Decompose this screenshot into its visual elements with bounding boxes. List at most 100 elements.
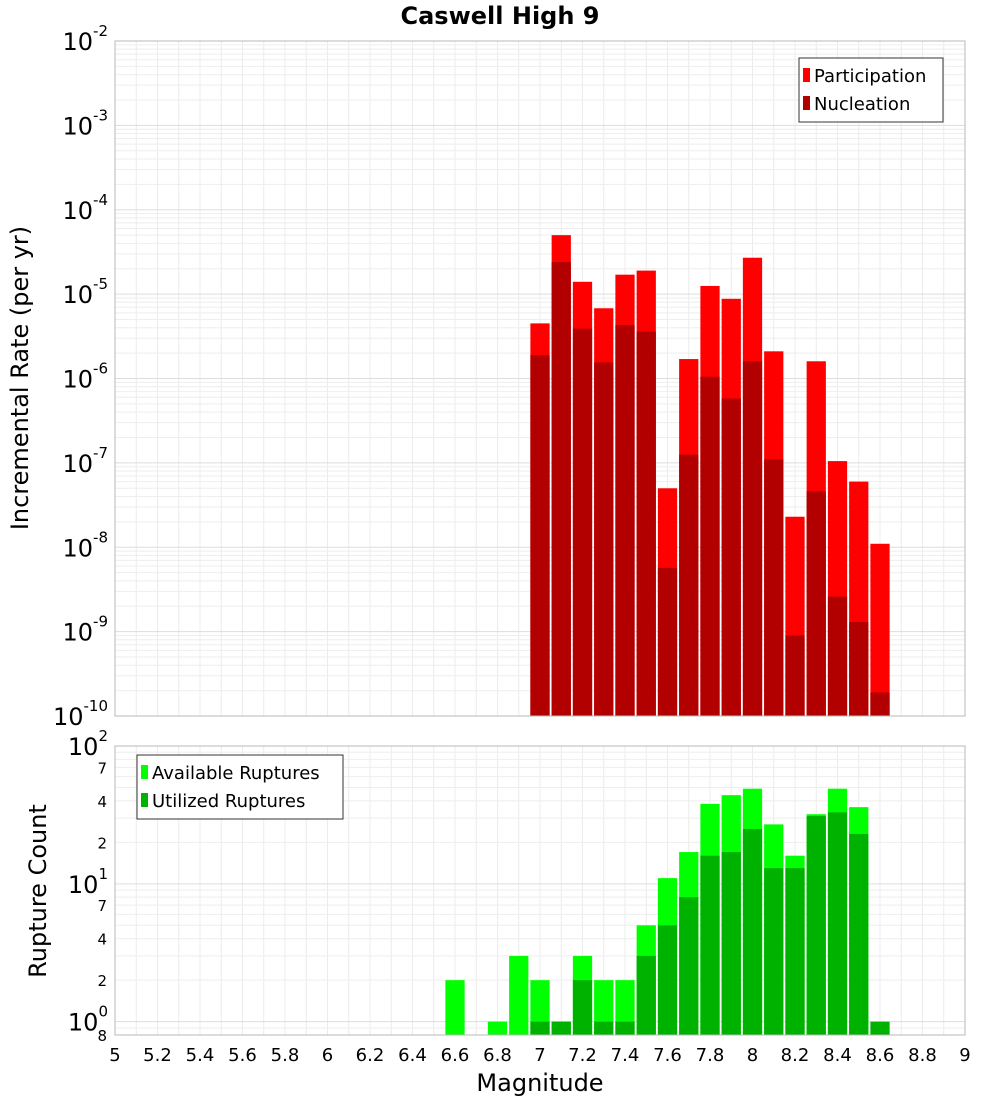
x-tick-label: 6 [322, 1045, 333, 1066]
top-legend-swatch [803, 68, 810, 82]
bottom-y-minor-label: 4 [97, 931, 107, 949]
top-bar-nucleation [551, 262, 571, 716]
top-y-tick-label: 10-10 [53, 697, 108, 731]
top-bar-nucleation [530, 354, 550, 716]
bottom-y-minor-label: 2 [97, 834, 107, 852]
x-tick-label: 5.2 [143, 1045, 172, 1066]
top-bar-nucleation [572, 328, 593, 716]
top-bar-participation [870, 543, 890, 716]
bottom-bar-utilized-ruptures [657, 925, 678, 1035]
top-legend-label: Participation [814, 66, 926, 87]
x-tick-label: 6.6 [441, 1045, 470, 1066]
bottom-legend-label: Utilized Ruptures [152, 791, 305, 812]
bottom-y-axis-label: Rupture Count [24, 804, 52, 978]
bottom-y-tick-label: 100 [68, 1003, 108, 1037]
bottom-legend-swatch [141, 765, 148, 779]
bottom-plot: 100 101 102 8 2 4 7 2 4 7 5 5.2 5.4 5.6 5.8 6 6.2 6.4 6.6 6… [68, 727, 971, 1066]
bottom-bar-utilized-ruptures [742, 828, 763, 1035]
x-tick-label: 5.8 [271, 1045, 300, 1066]
top-legend-swatch [803, 96, 810, 110]
top-y-tick-label: 10-4 [62, 191, 108, 225]
bottom-bar-utilized-ruptures [615, 1021, 635, 1035]
bottom-bar-available-ruptures [487, 1021, 508, 1035]
x-tick-label: 6.2 [356, 1045, 385, 1066]
bottom-bar-available-ruptures [509, 955, 529, 1035]
top-bar-nucleation [594, 362, 614, 716]
x-tick-label: 9 [959, 1045, 970, 1066]
bottom-bar-utilized-ruptures [849, 833, 869, 1035]
bottom-legend-label: Available Ruptures [152, 763, 320, 784]
top-bar-nucleation [870, 692, 890, 716]
bottom-bar-utilized-ruptures [700, 855, 720, 1035]
x-tick-label: 8 [747, 1045, 758, 1066]
top-legend: Participation Nucleation [798, 57, 944, 123]
bottom-bar-available-ruptures [615, 980, 635, 1035]
x-tick-label: 7.6 [653, 1045, 682, 1066]
x-tick-label: 8.8 [908, 1045, 937, 1066]
bottom-y-minor-label: 7 [97, 897, 107, 915]
x-tick-label: 6.8 [483, 1045, 512, 1066]
bottom-y-minor-label: 7 [97, 759, 107, 777]
bottom-y-tick-label: 102 [68, 727, 108, 761]
bottom-bar-utilized-ruptures [870, 1021, 890, 1035]
x-tick-label: 8.4 [823, 1045, 852, 1066]
top-bar-nucleation [721, 398, 741, 716]
top-bar-nucleation [764, 459, 784, 716]
bottom-bar-utilized-ruptures [636, 955, 656, 1035]
top-bar-nucleation [657, 567, 678, 716]
bottom-legend: Available Ruptures Utilized Ruptures [136, 754, 344, 820]
bottom-bar-utilized-ruptures [594, 1021, 614, 1035]
top-y-tick-label: 10-6 [62, 360, 108, 394]
bottom-plot-frame [114, 745, 966, 1036]
top-y-tick-label: 10-9 [62, 613, 108, 647]
bottom-y-minor-label: 2 [97, 972, 107, 990]
top-legend-label: Nucleation [814, 94, 910, 115]
top-bar-nucleation [636, 331, 656, 716]
x-tick-label: 8.6 [866, 1045, 895, 1066]
bottom-bar-available-ruptures [445, 980, 465, 1035]
bottom-y-minor-label: 4 [97, 793, 107, 811]
chart-title: Caswell High 9 [401, 2, 600, 30]
top-bar-nucleation [700, 376, 720, 716]
top-y-axis-label: Incremental Rate (per yr) [6, 226, 34, 530]
bottom-bar-utilized-ruptures [827, 812, 848, 1035]
x-tick-label: 5 [109, 1045, 120, 1066]
top-bar-nucleation [679, 454, 699, 716]
bottom-bar-utilized-ruptures [572, 980, 593, 1035]
bottom-bar-available-ruptures [594, 980, 614, 1035]
x-tick-label: 7 [534, 1045, 545, 1066]
bottom-bar-utilized-ruptures [679, 897, 699, 1035]
top-legend-box [798, 57, 944, 123]
x-tick-label: 5.4 [186, 1045, 215, 1066]
x-axis-label: Magnitude [476, 1069, 603, 1097]
top-y-tick-label: 10-5 [62, 275, 108, 309]
bottom-y-tick-label: 101 [68, 865, 108, 899]
top-bar-nucleation [785, 635, 805, 716]
top-y-tick-label: 10-8 [62, 528, 108, 562]
x-tick-label: 7.8 [696, 1045, 725, 1066]
bottom-legend-swatch [141, 793, 148, 807]
bottom-bar-available-ruptures [530, 980, 550, 1035]
top-y-tick-label: 10-2 [62, 22, 108, 56]
bottom-bar-utilized-ruptures [551, 1021, 571, 1035]
top-y-tick-label: 10-3 [62, 106, 108, 140]
top-bar-nucleation [849, 622, 869, 716]
bottom-legend-box [136, 754, 344, 820]
top-bar-nucleation [742, 361, 763, 716]
top-bar-nucleation [827, 596, 848, 716]
top-plot-frame [114, 40, 966, 717]
x-tick-label: 7.2 [568, 1045, 597, 1066]
bottom-bar-utilized-ruptures [764, 868, 784, 1035]
x-tick-label: 7.4 [611, 1045, 640, 1066]
top-plot: 10-10 10-9 10-8 10-7 10-6 10-5 10-4 10-3 10-2 Par… [53, 22, 966, 731]
x-tick-label: 8.2 [781, 1045, 810, 1066]
bottom-y-minor-label: 8 [97, 1027, 107, 1045]
top-y-tick-label: 10-7 [62, 444, 108, 478]
bottom-bar-utilized-ruptures [806, 816, 826, 1035]
bottom-bar-utilized-ruptures [721, 852, 741, 1035]
bottom-bar-utilized-ruptures [530, 1021, 550, 1035]
top-bar-nucleation [615, 325, 635, 716]
x-tick-label: 6.4 [398, 1045, 427, 1066]
x-tick-label: 5.6 [228, 1045, 257, 1066]
